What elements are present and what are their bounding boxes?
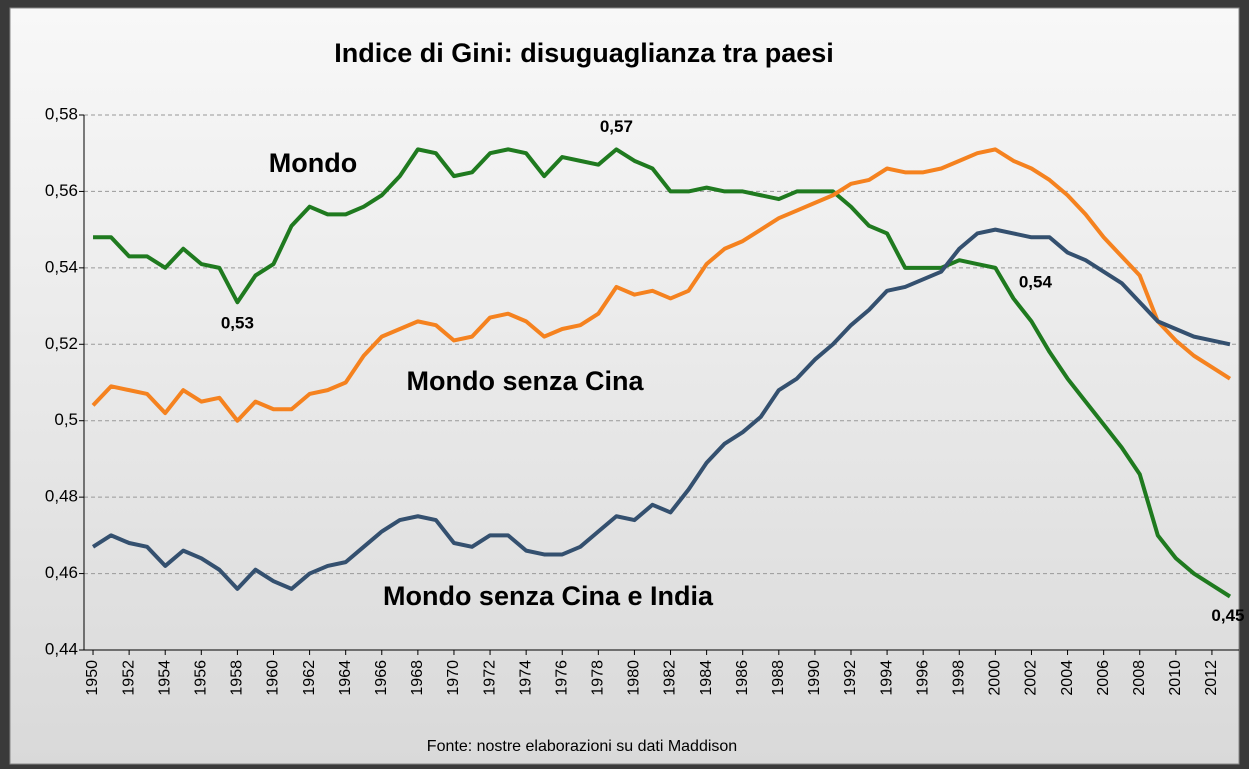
x-tick-label: 2000 [987, 660, 1004, 696]
x-tick-label: 1972 [481, 660, 498, 696]
x-tick-label: 1992 [842, 660, 859, 696]
x-tick-label: 1990 [806, 660, 823, 696]
x-tick-label: 1976 [553, 660, 570, 696]
x-tick-label: 1970 [445, 660, 462, 696]
series-label: Mondo [269, 148, 357, 178]
x-tick-label: 1994 [878, 660, 895, 696]
y-tick-label: 0,58 [45, 104, 78, 123]
x-tick-label: 2012 [1203, 660, 1220, 696]
x-tick-label: 1974 [517, 660, 534, 696]
series-line [91, 147, 1232, 423]
x-tick-label: 2008 [1131, 660, 1148, 696]
data-label: 0,54 [1019, 272, 1053, 291]
series-label: Mondo senza Cina e India [383, 581, 714, 611]
x-tick-label: 1956 [193, 660, 210, 696]
y-tick-label: 0,5 [54, 410, 78, 429]
y-tick-label: 0,56 [45, 181, 78, 200]
series-label: Mondo senza Cina [406, 366, 644, 396]
x-tick-label: 1998 [950, 660, 967, 696]
source-note: Fonte: nostre elaborazioni su dati Maddi… [427, 738, 737, 755]
x-tick-label: 1986 [734, 660, 751, 696]
x-tick-label: 2006 [1095, 660, 1112, 696]
y-tick-label: 0,46 [45, 563, 78, 582]
y-tick-label: 0,54 [45, 257, 78, 276]
chart-background [9, 7, 1240, 765]
x-tick-label: 1984 [698, 660, 715, 696]
x-tick-label: 1980 [626, 660, 643, 696]
x-tick-label: 1950 [84, 660, 101, 696]
x-tick-label: 2002 [1023, 660, 1040, 696]
data-label: 0,57 [600, 117, 633, 136]
y-tick-label: 0,48 [45, 487, 78, 506]
x-tick-label: 1954 [156, 660, 173, 696]
y-tick-label: 0,52 [45, 334, 78, 353]
x-tick-label: 2010 [1167, 660, 1184, 696]
x-tick-label: 1964 [337, 660, 354, 696]
x-tick-label: 1996 [914, 660, 931, 696]
series-line [93, 147, 1232, 599]
data-label: 0,45 [1211, 606, 1244, 625]
chart-title: Indice di Gini: disuguaglianza tra paesi [334, 38, 834, 68]
y-tick-label: 0,44 [45, 639, 78, 658]
x-tick-label: 1988 [770, 660, 787, 696]
x-tick-label: 1968 [409, 660, 426, 696]
x-tick-label: 1982 [662, 660, 679, 696]
data-label: 0,53 [221, 314, 254, 333]
x-tick-label: 1960 [265, 660, 282, 696]
x-tick-label: 1952 [120, 660, 137, 696]
x-tick-label: 1978 [590, 660, 607, 696]
x-tick-label: 1962 [301, 660, 318, 696]
series-line [91, 227, 1231, 591]
x-tick-label: 2004 [1059, 660, 1076, 696]
x-tick-label: 1966 [373, 660, 390, 696]
x-tick-label: 1958 [229, 660, 246, 696]
